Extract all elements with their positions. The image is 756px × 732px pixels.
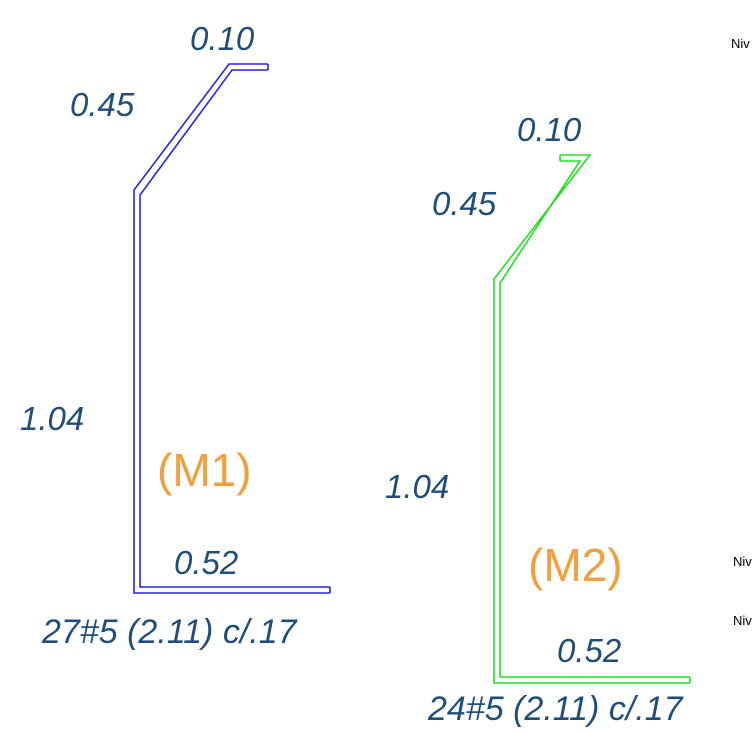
- m2-bar-mark: (M2): [528, 539, 623, 591]
- bar-m2-outline-inner: [499, 160, 690, 678]
- m2-bar-spec: 24#5 (2.11) c/.17: [427, 690, 684, 728]
- m1-vertical-length-label: 1.04: [20, 400, 84, 437]
- m2-incline-length-label: 0.45: [432, 185, 497, 222]
- level-label-bottom: Niv: [733, 613, 752, 628]
- level-label-top: Niv: [731, 36, 750, 51]
- m1-bar-mark: (M1): [157, 444, 252, 496]
- m1-bar-spec: 27#5 (2.11) c/.17: [41, 613, 298, 651]
- bar-m2-outline-outer: [493, 154, 690, 684]
- bar-m1-outline-outer: [133, 63, 330, 594]
- m1-foot-length-label: 0.52: [174, 544, 238, 581]
- m1-hook-length-label: 0.10: [190, 20, 255, 57]
- bar-m2: [493, 154, 691, 684]
- m2-foot-length-label: 0.52: [557, 632, 621, 669]
- level-label-middle: Niv: [733, 554, 752, 569]
- m2-vertical-length-label: 1.04: [385, 468, 449, 505]
- m1-incline-length-label: 0.45: [70, 86, 135, 123]
- bar-m1: [133, 63, 331, 594]
- m2-hook-length-label: 0.10: [517, 111, 582, 148]
- bar-m1-outline-inner: [139, 69, 330, 588]
